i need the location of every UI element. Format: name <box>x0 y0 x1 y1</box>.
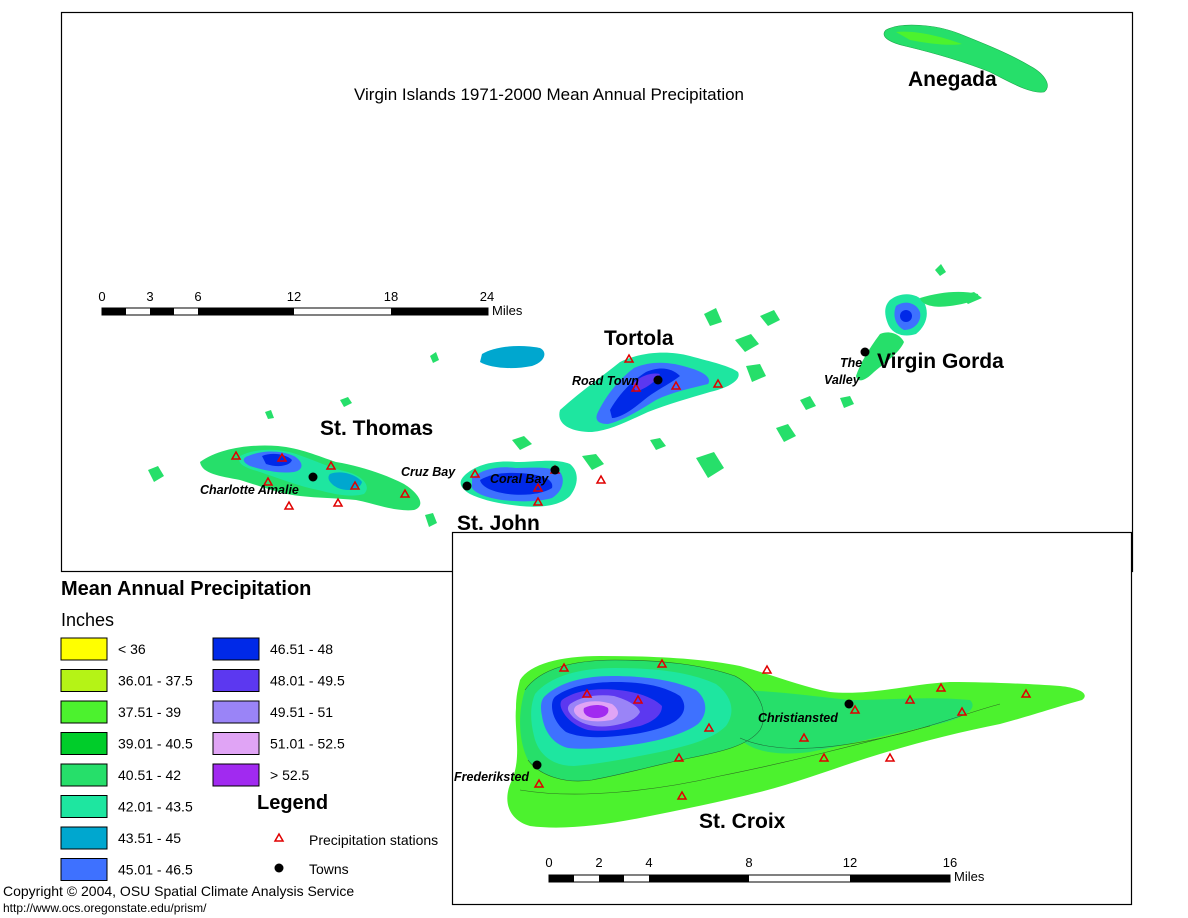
legend-label: < 36 <box>118 641 146 657</box>
legend-column-1: < 36 36.01 - 37.5 37.51 - 39 39.01 - 40.5 40… <box>60 637 193 881</box>
legend-swatch <box>60 795 108 818</box>
tortola-stations <box>623 353 724 392</box>
legend-label: 48.01 - 49.5 <box>270 673 345 689</box>
main-scale-tick-6: 6 <box>194 289 201 304</box>
legend-title: Legend <box>257 792 328 814</box>
frederiksted-label: Frederiksted <box>454 770 529 784</box>
copyright-text: Copyright © 2004, OSU Spatial Climate An… <box>3 883 354 899</box>
legend-label: 46.51 - 48 <box>270 641 333 657</box>
st-croix-island <box>507 656 1085 828</box>
anegada-island <box>883 24 1048 93</box>
legend-label: 37.51 - 39 <box>118 704 181 720</box>
legend-swatch <box>60 826 108 850</box>
legend-swatch <box>212 637 260 661</box>
inset-scale-bar: 0 2 4 8 12 16 Miles <box>545 855 984 884</box>
legend-swatch <box>60 700 108 724</box>
towns-legend-label: Towns <box>309 861 349 877</box>
the-valley-marker <box>860 347 870 357</box>
inset-scale-tick-8: 8 <box>745 855 752 870</box>
st-croix-stations <box>533 658 1032 800</box>
stations-legend-label: Precipitation stations <box>309 832 438 848</box>
charlotte-amalie-marker <box>308 472 318 482</box>
legend-label: 43.51 - 45 <box>118 830 181 846</box>
main-scale-unit: Miles <box>492 303 523 318</box>
jost-van-dyke-island <box>480 346 545 369</box>
legend-swatch <box>60 732 108 755</box>
the-valley-label-line1: The <box>840 356 862 370</box>
legend-label: 36.01 - 37.5 <box>118 673 193 689</box>
st-thomas-label: St. Thomas <box>320 417 433 440</box>
legend-swatch <box>60 858 108 881</box>
cruz-bay-label: Cruz Bay <box>401 465 456 479</box>
station-symbol-icon <box>273 832 285 842</box>
road-town-marker <box>653 375 663 385</box>
tortola-label: Tortola <box>604 327 674 350</box>
main-scale-bar: 0 3 6 12 18 24 Miles <box>98 289 522 318</box>
tortola-island <box>559 352 739 432</box>
legend-swatch <box>60 637 108 661</box>
legend-swatch <box>212 700 260 724</box>
virgin-gorda-label: Virgin Gorda <box>877 350 1004 373</box>
road-town-label: Road Town <box>572 374 639 388</box>
legend-swatch <box>212 763 260 787</box>
legend-swatch <box>212 669 260 692</box>
inset-scale-tick-12: 12 <box>843 855 857 870</box>
legend-label: > 52.5 <box>270 767 310 783</box>
frederiksted-marker <box>532 760 542 770</box>
map-title: Virgin Islands 1971-2000 Mean Annual Pre… <box>354 85 744 104</box>
legend-label: 39.01 - 40.5 <box>118 736 193 752</box>
virgin-gorda-island <box>856 291 979 381</box>
legend-label: 49.51 - 51 <box>270 704 333 720</box>
legend-swatch <box>60 669 108 692</box>
legend-units: Inches <box>61 610 114 630</box>
inset-scale-tick-2: 2 <box>595 855 602 870</box>
main-scale-tick-0: 0 <box>98 289 105 304</box>
legend-label: 40.51 - 42 <box>118 767 181 783</box>
st-croix-contours <box>519 659 1001 795</box>
legend-label: 45.01 - 46.5 <box>118 862 193 878</box>
charlotte-amalie-label: Charlotte Amalie <box>200 483 299 497</box>
christiansted-label: Christiansted <box>758 711 838 725</box>
main-scale-tick-18: 18 <box>384 289 398 304</box>
st-john-island <box>460 460 577 507</box>
main-scale-tick-24: 24 <box>480 289 494 304</box>
legend-heading: Mean Annual Precipitation <box>61 578 311 600</box>
legend-swatch <box>60 763 108 787</box>
town-symbol-icon <box>274 863 284 873</box>
christiansted-marker <box>844 699 854 709</box>
main-scale-tick-3: 3 <box>146 289 153 304</box>
coral-bay-marker <box>550 465 560 475</box>
inset-scale-tick-4: 4 <box>645 855 652 870</box>
inset-scale-unit: Miles <box>954 869 985 884</box>
legend-swatch <box>212 732 260 755</box>
st-thomas-stations <box>230 450 411 510</box>
cruz-bay-marker <box>462 481 472 491</box>
legend-label: 51.01 - 52.5 <box>270 736 345 752</box>
the-valley-label-line2: Valley <box>824 373 861 387</box>
st-john-label: St. John <box>457 512 540 535</box>
anegada-label: Anegada <box>908 68 997 91</box>
source-url: http://www.ocs.oregonstate.edu/prism/ <box>3 901 207 915</box>
st-croix-label: St. Croix <box>699 810 786 833</box>
inset-scale-tick-16: 16 <box>943 855 957 870</box>
main-scale-tick-12: 12 <box>287 289 301 304</box>
inset-scale-tick-0: 0 <box>545 855 552 870</box>
legend-column-2: 46.51 - 48 48.01 - 49.5 49.51 - 51 51.01 - … <box>212 637 345 787</box>
coral-bay-label: Coral Bay <box>490 472 549 486</box>
legend-label: 42.01 - 43.5 <box>118 799 193 815</box>
